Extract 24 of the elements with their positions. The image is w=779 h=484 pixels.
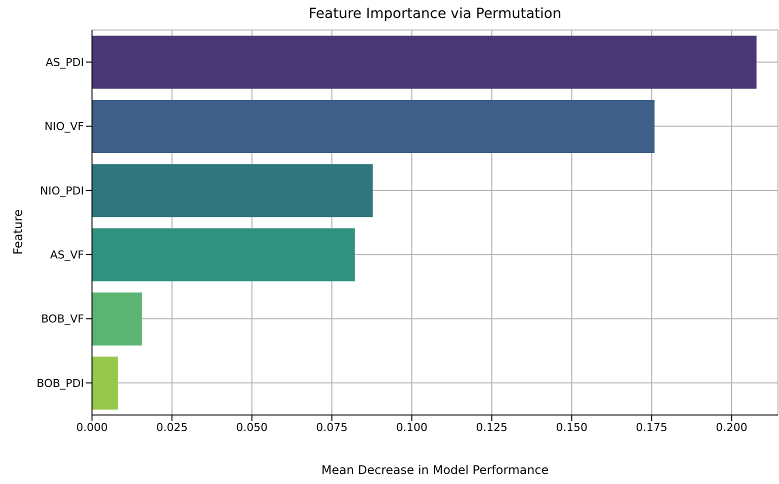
bar (92, 36, 757, 89)
chart-title: Feature Importance via Permutation (308, 6, 562, 22)
y-tick-label: NIO_PDI (40, 184, 84, 198)
x-tick-label: 0.050 (236, 420, 268, 434)
y-tick-label: BOB_PDI (36, 376, 84, 390)
y-tick-label: BOB_VF (41, 312, 84, 326)
y-tick-label: AS_PDI (46, 56, 84, 69)
x-axis-title: Mean Decrease in Model Performance (320, 463, 550, 477)
x-tick-label: 0.125 (476, 420, 508, 434)
y-tick-label: AS_VF (50, 248, 84, 262)
bar (92, 164, 373, 218)
x-tick-label: 0.150 (556, 420, 588, 434)
bar (92, 356, 118, 410)
bar (92, 292, 142, 346)
bar (92, 228, 355, 282)
x-tick-label: 0.075 (316, 420, 348, 434)
x-tick-label: 0.100 (396, 420, 428, 434)
y-axis-title: Feature (11, 209, 25, 255)
x-tick-label: 0.025 (156, 420, 188, 434)
bar (92, 100, 655, 153)
y-tick-label: NIO_VF (44, 120, 84, 134)
x-tick-label: 0.200 (716, 420, 748, 434)
x-tick-label: 0.000 (76, 420, 108, 434)
x-tick-label: 0.175 (636, 420, 668, 434)
